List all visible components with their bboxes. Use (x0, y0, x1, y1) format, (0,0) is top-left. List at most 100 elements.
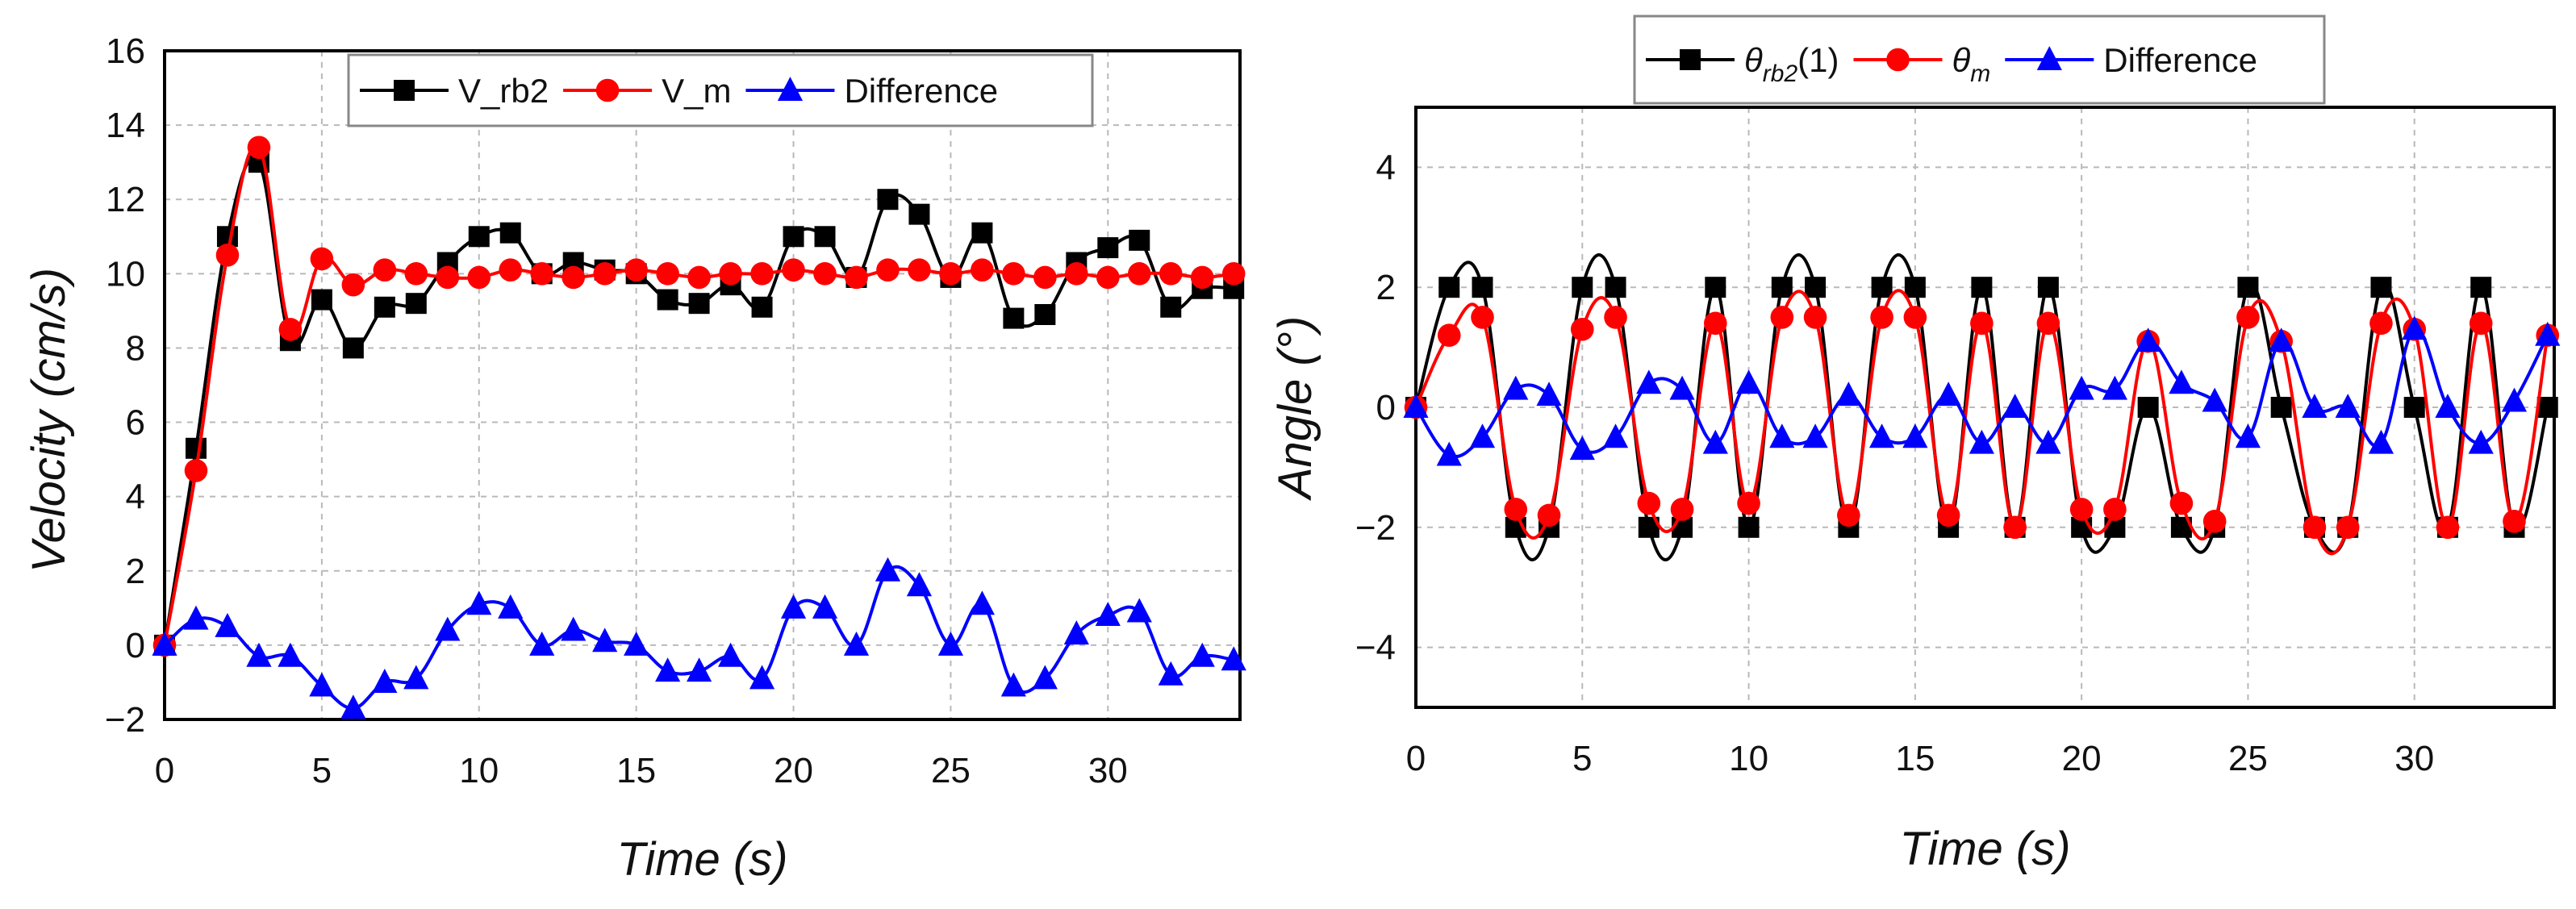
legend-label: V_rb2 (458, 72, 549, 110)
triangle-marker (2468, 429, 2494, 454)
y-tick-label: 4 (126, 477, 145, 517)
triangle-marker (1669, 375, 1695, 400)
triangle-marker (2102, 375, 2128, 400)
circle-marker (1033, 265, 1057, 290)
circle-marker (1570, 317, 1594, 341)
circle-marker (908, 258, 931, 282)
triangle-marker (1095, 602, 1121, 627)
y-tick-label: 8 (126, 328, 145, 368)
triangle-marker (246, 642, 272, 667)
circle-marker (1886, 48, 1910, 72)
triangle-marker (937, 631, 964, 656)
circle-marker (2469, 311, 2493, 336)
series-difference (152, 557, 1246, 719)
triangle-marker (1769, 423, 1795, 448)
circle-marker (1737, 491, 1760, 515)
circle-marker (782, 258, 805, 282)
legend-label: Difference (844, 72, 998, 110)
legend-box (347, 53, 1094, 127)
triangle-marker (2535, 321, 2561, 346)
circle-marker (813, 262, 837, 286)
circle-marker (373, 258, 397, 282)
triangle-marker (1835, 382, 1861, 407)
triangle-marker (340, 694, 366, 719)
square-marker (971, 222, 993, 244)
circle-marker (1127, 262, 1151, 286)
x-tick-label: 15 (616, 751, 656, 790)
triangle-marker (403, 665, 429, 690)
triangle-marker (1158, 661, 1184, 686)
triangle-marker (655, 657, 681, 682)
triangle-marker (1032, 665, 1058, 690)
circle-marker (1803, 306, 1827, 329)
triangle-marker (1000, 672, 1026, 697)
triangle-marker (843, 631, 870, 656)
series-line (1414, 289, 2549, 556)
circle-marker (595, 78, 620, 102)
legend: V_rb2 V_m Difference (347, 53, 1094, 127)
square-marker (1472, 277, 1493, 298)
square-marker (657, 289, 678, 311)
circle-marker (1870, 306, 1893, 329)
circle-marker (2236, 306, 2260, 329)
legend-box (1633, 15, 2326, 105)
series-v-m (152, 136, 1246, 657)
square-marker (374, 296, 395, 318)
circle-marker (184, 459, 208, 482)
x-tick-label: 5 (1572, 739, 1592, 778)
x-tick-label: 30 (2394, 739, 2434, 778)
circle-marker (247, 136, 271, 160)
triangle-marker (2035, 429, 2061, 454)
circle-marker (845, 265, 868, 290)
square-marker (1605, 277, 1626, 298)
square-marker (2470, 277, 2492, 298)
circle-marker (687, 265, 711, 290)
square-marker (908, 203, 930, 225)
circle-marker (530, 262, 554, 286)
triangle-marker (1869, 423, 1895, 448)
triangle-marker (2402, 315, 2428, 340)
square-marker (1160, 296, 1182, 318)
square-marker (1680, 49, 1701, 70)
triangle-marker (1969, 429, 1994, 454)
square-marker (1971, 277, 1993, 298)
square-marker (394, 80, 415, 101)
y-tick-label: 2 (1376, 268, 1396, 307)
triangle-marker (152, 631, 177, 656)
triangle-marker (309, 672, 335, 697)
circle-marker (1637, 491, 1661, 515)
y-tick-label: 12 (106, 180, 145, 219)
triangle-marker (1221, 646, 1246, 671)
y-tick-label: −2 (1355, 508, 1396, 548)
x-tick-label: 20 (774, 751, 813, 790)
circle-marker (1437, 323, 1461, 348)
y-tick-label: 6 (126, 403, 145, 443)
triangle-marker (466, 590, 492, 615)
square-marker (1034, 303, 1056, 325)
y-tick-label: −4 (1355, 628, 1396, 668)
triangle-marker (687, 657, 712, 682)
triangle-marker (592, 628, 618, 653)
triangle-marker (2435, 394, 2461, 418)
circle-marker (593, 262, 616, 286)
series-difference (1403, 315, 2561, 466)
circle-marker (1770, 306, 1794, 329)
y-tick-label: 4 (1376, 148, 1396, 187)
circle-marker (939, 262, 962, 286)
triangle-marker (498, 594, 524, 619)
triangle-marker (1636, 369, 1662, 394)
square-marker (468, 226, 490, 248)
triangle-marker (1735, 369, 1762, 394)
circle-marker (2003, 515, 2027, 540)
circle-marker (1670, 498, 1694, 521)
square-marker (1771, 277, 1793, 298)
y-tick-label: 16 (106, 31, 145, 71)
triangle-marker (1189, 642, 1215, 667)
square-marker (185, 437, 207, 459)
x-tick-label: 0 (155, 751, 174, 790)
circle-marker (971, 258, 994, 282)
triangle-marker (1935, 382, 1961, 407)
circle-marker (1970, 311, 1994, 336)
